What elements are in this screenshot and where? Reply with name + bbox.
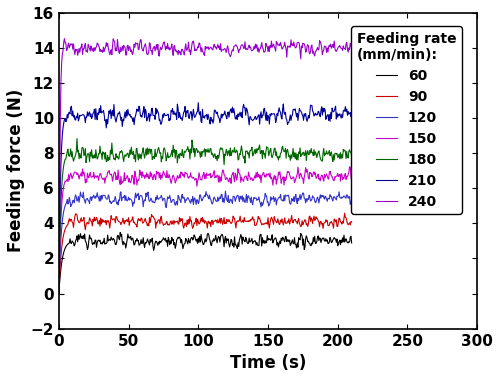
120 xyxy=(274,197,280,202)
60 xyxy=(56,291,62,296)
150 xyxy=(346,164,352,169)
210 xyxy=(274,113,280,118)
210 xyxy=(196,100,202,105)
210 xyxy=(348,112,354,116)
180 xyxy=(276,154,282,158)
210 xyxy=(294,111,300,116)
240 xyxy=(294,41,300,45)
180 xyxy=(274,155,280,159)
150 xyxy=(232,171,238,175)
180 xyxy=(294,152,300,157)
Y-axis label: Feeding force (N): Feeding force (N) xyxy=(7,89,25,252)
120 xyxy=(294,201,300,206)
Line: 180: 180 xyxy=(59,139,352,294)
90 xyxy=(232,221,238,226)
210 xyxy=(276,105,282,110)
60 xyxy=(294,241,300,245)
150 xyxy=(348,179,354,184)
60 xyxy=(348,241,354,245)
90 xyxy=(276,219,281,224)
180 xyxy=(148,147,154,152)
150 xyxy=(290,175,296,179)
Line: 210: 210 xyxy=(59,103,352,294)
120 xyxy=(291,194,297,199)
120 xyxy=(147,198,153,203)
Line: 90: 90 xyxy=(59,213,352,294)
90 xyxy=(342,211,347,216)
150 xyxy=(276,170,281,175)
Line: 240: 240 xyxy=(59,39,352,294)
60 xyxy=(276,241,282,246)
240 xyxy=(56,291,62,296)
90 xyxy=(348,219,354,224)
90 xyxy=(294,219,300,224)
240 xyxy=(62,36,68,41)
180 xyxy=(348,153,354,158)
120 xyxy=(276,195,282,199)
240 xyxy=(348,46,354,50)
120 xyxy=(56,291,62,296)
210 xyxy=(56,291,62,296)
Legend: 60, 90, 120, 150, 180, 210, 240: 60, 90, 120, 150, 180, 210, 240 xyxy=(351,26,462,214)
Line: 120: 120 xyxy=(59,191,352,294)
120 xyxy=(348,197,354,202)
210 xyxy=(147,113,153,117)
240 xyxy=(233,42,239,47)
90 xyxy=(147,220,153,225)
150 xyxy=(56,291,62,296)
Line: 150: 150 xyxy=(59,167,352,294)
60 xyxy=(117,230,123,235)
150 xyxy=(274,177,280,182)
X-axis label: Time (s): Time (s) xyxy=(230,354,306,372)
60 xyxy=(274,240,280,245)
90 xyxy=(274,221,280,225)
240 xyxy=(274,43,280,47)
180 xyxy=(291,155,297,159)
150 xyxy=(147,169,153,174)
210 xyxy=(233,117,239,121)
180 xyxy=(74,136,80,141)
210 xyxy=(291,107,297,111)
180 xyxy=(56,291,62,296)
240 xyxy=(148,49,154,53)
240 xyxy=(291,40,297,44)
180 xyxy=(233,150,239,154)
90 xyxy=(56,291,62,296)
120 xyxy=(233,197,239,201)
60 xyxy=(148,240,154,244)
120 xyxy=(222,189,228,193)
60 xyxy=(291,241,297,246)
240 xyxy=(276,42,282,46)
60 xyxy=(233,243,239,247)
90 xyxy=(290,221,296,225)
150 xyxy=(294,174,300,179)
Line: 60: 60 xyxy=(59,232,352,294)
